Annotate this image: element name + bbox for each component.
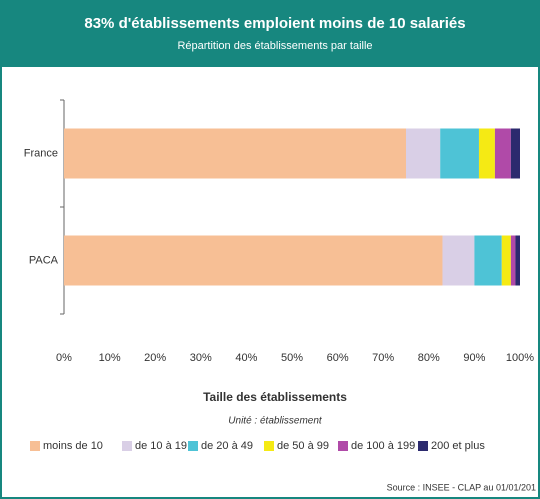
x-tick-label: 20% — [144, 352, 166, 364]
x-tick-label: 100% — [506, 352, 534, 364]
x-tick-label: 80% — [418, 352, 440, 364]
unit-note: Unité : établissement — [228, 416, 323, 427]
legend-swatch — [418, 441, 428, 451]
legend-swatch — [188, 441, 198, 451]
legend-label: de 50 à 99 — [277, 440, 329, 452]
legend-label: de 20 à 49 — [201, 440, 253, 452]
legend-title: Taille des établissements — [203, 390, 347, 404]
bar-segment — [440, 128, 479, 179]
bar-segment — [478, 128, 495, 179]
bar-segment — [510, 235, 516, 286]
legend-label: de 10 à 19 — [135, 440, 187, 452]
y-tick-label: France — [24, 147, 58, 159]
x-tick-label: 50% — [281, 352, 303, 364]
header-band — [1, 1, 539, 67]
bar-segment — [510, 128, 520, 179]
legend-swatch — [122, 441, 132, 451]
legend-swatch — [264, 441, 274, 451]
chart-subtitle: Répartition des établissements par taill… — [177, 40, 372, 52]
source: Source : INSEE - CLAP au 01/01/201 — [387, 482, 536, 492]
bar-segment — [501, 235, 511, 286]
x-tick-label: 60% — [327, 352, 349, 364]
x-tick-label: 10% — [99, 352, 121, 364]
x-tick-label: 70% — [372, 352, 394, 364]
y-tick-label: PACA — [29, 254, 59, 266]
chart-title: 83% d'établissements emploient moins de … — [84, 15, 465, 32]
x-tick-label: 0% — [56, 352, 72, 364]
legend-label: de 100 à 199 — [351, 440, 415, 452]
bar-segment — [515, 235, 520, 286]
bar-segment — [494, 128, 511, 179]
bar-segment — [442, 235, 475, 286]
bar-segment — [406, 128, 441, 179]
x-tick-label: 40% — [235, 352, 257, 364]
x-tick-label: 90% — [463, 352, 485, 364]
legend-label: moins de 10 — [43, 440, 103, 452]
legend-swatch — [338, 441, 348, 451]
bar-segment — [474, 235, 502, 286]
bar-segment — [64, 235, 443, 286]
legend-label: 200 et plus — [431, 440, 485, 452]
legend-swatch — [30, 441, 40, 451]
bar-segment — [64, 128, 406, 179]
x-tick-label: 30% — [190, 352, 212, 364]
